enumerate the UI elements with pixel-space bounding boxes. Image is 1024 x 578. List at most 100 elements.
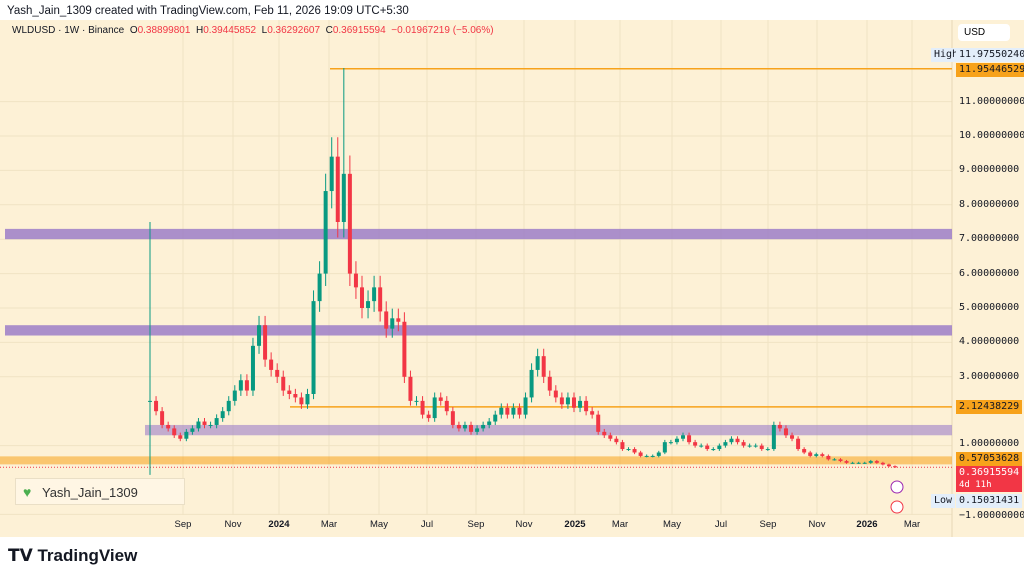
close-label: C — [325, 25, 333, 36]
candle-body — [305, 394, 310, 405]
candle-body — [178, 435, 183, 439]
x-tick-label: Mar — [320, 519, 338, 530]
candle-body — [541, 356, 546, 377]
candle-body — [584, 400, 589, 412]
symbol-label[interactable]: WLDUSD · 1W · Binance — [12, 25, 125, 36]
candle-body — [608, 435, 613, 439]
candle-body — [535, 356, 540, 370]
candle-body — [862, 462, 867, 464]
chart-credit: Yash_Jain_1309 created with TradingView.… — [7, 5, 409, 17]
candle-body — [632, 449, 637, 453]
x-tick-label: Sep — [759, 519, 777, 530]
candle-body — [238, 380, 243, 391]
candle-body — [850, 462, 855, 464]
candle-body — [790, 435, 795, 439]
y-tick-label: 8.00000000 — [959, 198, 1020, 210]
close-value: 0.36915594 — [332, 25, 386, 36]
candle-body — [293, 394, 298, 398]
x-tick-label: Mar — [903, 519, 921, 530]
candle-body — [759, 445, 764, 450]
high-label: H — [196, 25, 204, 36]
candle-body — [529, 369, 534, 398]
candle-body — [148, 400, 152, 402]
candle-body — [644, 455, 649, 457]
candle-body — [432, 397, 437, 419]
x-tick-label: Sep — [174, 519, 192, 530]
y-tick-label: 6.00000000 — [959, 267, 1020, 279]
candle-body — [462, 424, 467, 429]
candle-body — [590, 411, 595, 415]
candle-body — [438, 397, 443, 401]
candle-body — [160, 411, 165, 425]
candle-body — [202, 421, 207, 425]
candle-body — [408, 376, 413, 401]
candle-body — [547, 376, 552, 391]
y-tick-label: 5.00000000 — [959, 302, 1020, 313]
candle-body — [662, 442, 667, 453]
candlestick-plot[interactable] — [0, 20, 1024, 537]
y-tick-label: 4.00000000 — [959, 336, 1020, 348]
candle-body — [323, 191, 328, 274]
candle-body — [614, 438, 619, 443]
y-tick-label: 3.00000000 — [959, 370, 1020, 382]
tradingview-logo[interactable]: 𝗧𝗩 TradingView — [8, 546, 137, 566]
candle-body — [814, 454, 819, 456]
candle-body — [523, 397, 528, 415]
chart-area[interactable] — [0, 20, 1024, 537]
x-tick-label: Nov — [515, 519, 533, 530]
candle-body — [269, 359, 274, 370]
x-tick-label: Mar — [611, 519, 629, 530]
candle-body — [220, 411, 225, 419]
candle-body — [596, 414, 601, 432]
author-watermark: ♥ Yash_Jain_1309 — [15, 478, 185, 505]
candle-body — [886, 464, 891, 467]
watermark-text: Yash_Jain_1309 — [42, 485, 138, 500]
candle-body — [299, 397, 304, 405]
candle-body — [729, 438, 734, 443]
candle-body — [820, 454, 825, 456]
candle-body — [717, 445, 722, 450]
candle-body — [620, 442, 625, 450]
heart-icon: ♥ — [23, 484, 32, 500]
candle-body — [693, 442, 698, 446]
candle-body — [341, 173, 346, 222]
candle-body — [668, 442, 673, 444]
candle-body — [638, 452, 643, 456]
candle-body — [578, 400, 583, 408]
candle-body — [674, 438, 679, 443]
low-label: L — [261, 25, 268, 36]
candle-body — [353, 273, 358, 288]
x-tick-label: May — [663, 519, 681, 530]
candle-body — [257, 325, 262, 346]
candle-body — [741, 442, 746, 446]
candle-body — [366, 301, 371, 308]
currency-button[interactable]: USD — [958, 24, 1010, 41]
x-tick-label: Sep — [467, 519, 485, 530]
candle-body — [487, 421, 492, 425]
candle-body — [172, 428, 177, 436]
x-tick-label: Jul — [420, 519, 434, 530]
candle-body — [244, 380, 249, 391]
candle-body — [802, 449, 807, 453]
candle-body — [868, 461, 873, 463]
support-band — [0, 456, 952, 465]
x-tick-label: Nov — [224, 519, 242, 530]
low-value: 0.36292607 — [267, 25, 321, 36]
candle-body — [826, 455, 831, 460]
candle-body — [444, 400, 449, 412]
candle-body — [420, 400, 425, 415]
x-tick-label: 2026 — [856, 519, 878, 530]
candle-body — [232, 390, 237, 401]
candle-body — [505, 407, 510, 415]
candle-body — [777, 424, 782, 429]
y-tick-label: −1.00000000 — [959, 510, 1024, 521]
candle-body — [281, 376, 286, 391]
candle-body — [511, 407, 516, 415]
candle-body — [880, 462, 885, 465]
low-value-label: 0.15031431 — [956, 494, 1023, 508]
candle-body — [723, 442, 728, 446]
candle-body — [783, 428, 788, 436]
candle-body — [263, 325, 268, 360]
level-price-label: 0.57053628 — [956, 452, 1023, 466]
candle-body — [396, 318, 401, 322]
